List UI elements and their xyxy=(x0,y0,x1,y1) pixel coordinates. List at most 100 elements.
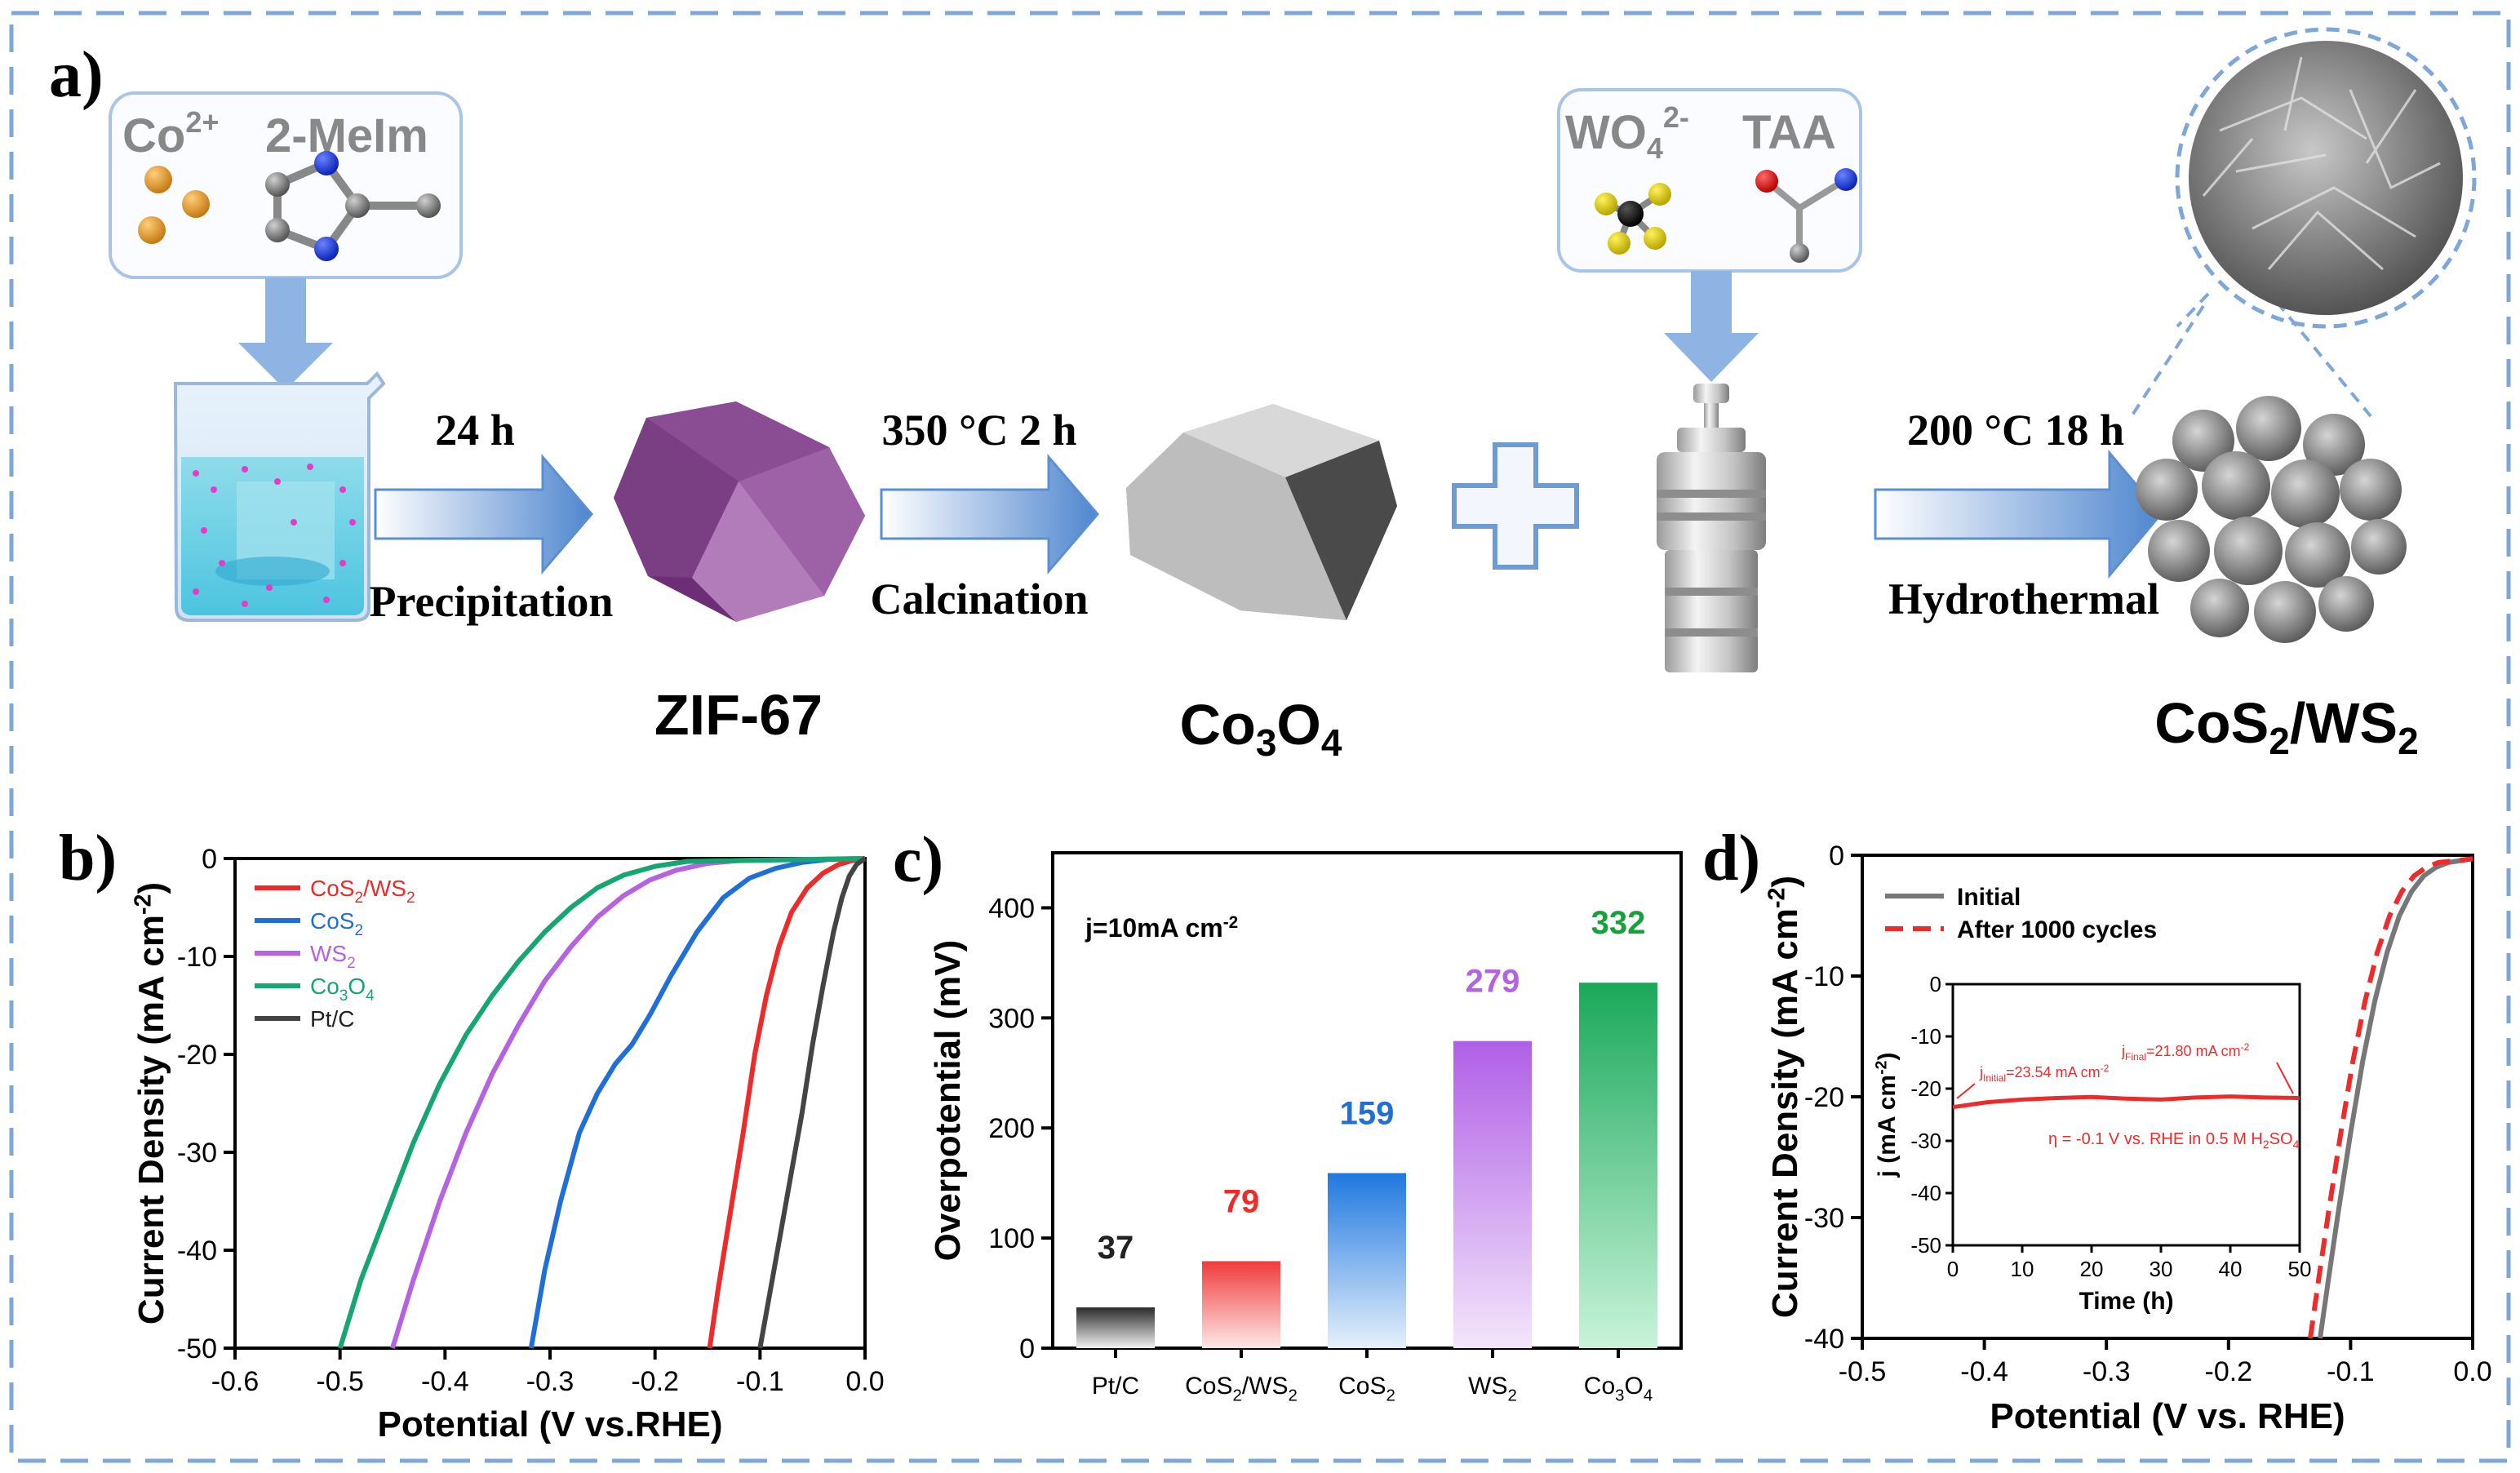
step3-time: 200 °C 18 h xyxy=(1907,406,2124,455)
panel-d-label: d) xyxy=(1702,823,1760,894)
tungstate-molecule-icon xyxy=(1595,183,1671,255)
x-tick-label: -0.5 xyxy=(1839,1356,1887,1387)
inset-chart: 0 10 20 30 40 50 0 -10 -20 -30 -40 -50 Time (h) j (mA… xyxy=(1873,972,2312,1315)
plus-icon xyxy=(1452,442,1579,570)
series-line xyxy=(707,856,866,1349)
y-tick-label: -10 xyxy=(177,942,217,973)
x-tick-label: CoS2 xyxy=(1338,1373,1395,1404)
process-arrow-calcination xyxy=(880,453,1099,575)
x-tick-label: -0.3 xyxy=(526,1366,575,1397)
inset-x-tick-label: 20 xyxy=(2080,1257,2104,1281)
zif67-label: ZIF-67 xyxy=(654,683,823,747)
series-line xyxy=(337,856,866,1349)
panel-d: d) -0.5 -0.4 -0.3 -0.2 -0.1 0.0 0 -10 -20 -30 -40 P… xyxy=(1702,823,2492,1436)
series-line xyxy=(528,856,866,1349)
cos2-ws2-zoom-sphere xyxy=(2130,27,2477,418)
inset-y-tick-label: -30 xyxy=(1910,1129,1941,1153)
panel-c: c) 0 100 200 300 400 Overpotential (mV) j=10mA… xyxy=(893,824,1683,1404)
x-tick-label: -0.1 xyxy=(736,1366,784,1397)
process-arrow-precipitation xyxy=(374,453,593,575)
y-tick-label: 0 xyxy=(202,844,217,875)
co3o4-label: Co3O4 xyxy=(1180,693,1342,764)
panel-b: b) -0.6 -0.5 -0.4 -0.3 -0.2 -0.1 0.0 0 -10 -20 -30… xyxy=(59,823,885,1444)
step2-time: 350 °C 2 h xyxy=(881,406,1076,455)
autoclave-icon xyxy=(1657,384,1766,672)
x-tick-label: -0.3 xyxy=(2083,1356,2131,1387)
y-tick-label: -10 xyxy=(1804,961,1844,992)
precursor-box-co-2meim: Co2+ 2-MeIm xyxy=(109,91,463,279)
inset-x-tick-label: 10 xyxy=(2011,1257,2034,1281)
legend-label: After 1000 cycles xyxy=(1957,916,2157,943)
taa-label: TAA xyxy=(1742,106,1836,159)
bar xyxy=(1076,1307,1155,1348)
inset-x-tick-label: 50 xyxy=(2288,1257,2312,1281)
inset-x-axis-title: Time (h) xyxy=(2079,1288,2173,1315)
y-tick-label: -40 xyxy=(1804,1324,1844,1355)
tungstate-ion-label: WO42- xyxy=(1565,100,1689,165)
legend-label: Co3O4 xyxy=(310,974,375,1005)
chart-c-overpotential: 0 100 200 300 400 Overpotential (mV) j=10mA cm… xyxy=(928,851,1683,1404)
chart-d-stability: -0.5 -0.4 -0.3 -0.2 -0.1 0.0 0 -10 -20 -30 -40 Pote… xyxy=(1764,841,2492,1436)
y-tick-label: 0 xyxy=(1829,841,1844,872)
x-axis-title: Potential (V vs. RHE) xyxy=(1990,1396,2345,1436)
inset-x-tick-label: 40 xyxy=(2219,1257,2243,1281)
x-tick-label: Co3O4 xyxy=(1584,1373,1653,1404)
bar xyxy=(1579,983,1657,1348)
y-axis-title: Overpotential (mV) xyxy=(928,940,968,1262)
cos2-ws2-cluster-icon xyxy=(2136,396,2407,643)
figure-frame xyxy=(9,11,2511,1463)
inset-initial-annotation: jInitial=23.54 mA cm-2 xyxy=(1979,1063,2110,1084)
bar-value-label: 159 xyxy=(1340,1096,1395,1132)
x-tick-label: -0.4 xyxy=(421,1366,469,1397)
cobalt-ion-ball xyxy=(138,216,166,244)
inset-series-line xyxy=(1952,1094,2300,1110)
x-tick-label: -0.2 xyxy=(631,1366,679,1397)
bar xyxy=(1328,1173,1406,1348)
y-tick-label: -20 xyxy=(177,1040,217,1071)
cobalt-ion-ball xyxy=(182,190,210,218)
inset-y-tick-label: -20 xyxy=(1910,1076,1941,1101)
down-arrow-icon xyxy=(238,277,333,390)
x-tick-label: -0.5 xyxy=(316,1366,364,1397)
legend-label: WS2 xyxy=(310,941,356,972)
inset-y-tick-label: 0 xyxy=(1930,972,1941,996)
inset-x-tick-label: 0 xyxy=(1947,1257,1959,1281)
2-meim-label: 2-MeIm xyxy=(265,109,428,162)
series-line xyxy=(757,856,867,1349)
y-tick-label: -50 xyxy=(177,1333,217,1364)
series-line xyxy=(390,856,866,1349)
y-tick-label: 400 xyxy=(988,893,1035,924)
bar-value-label: 332 xyxy=(1591,905,1646,941)
panel-c-label: c) xyxy=(893,824,943,896)
step3-process: Hydrothermal xyxy=(1888,575,2159,623)
bar-value-label: 79 xyxy=(1223,1183,1260,1219)
y-tick-label: 300 xyxy=(988,1003,1035,1034)
legend-label: CoS2/WS2 xyxy=(310,876,415,907)
cobalt-ion-ball xyxy=(144,166,172,193)
annotation-pointer xyxy=(2276,1062,2294,1094)
co3o4-crystal-icon xyxy=(1126,404,1397,620)
inset-frame xyxy=(1951,983,2301,1247)
inset-y-tick-label: -40 xyxy=(1910,1181,1941,1205)
x-tick-label: 0.0 xyxy=(2453,1356,2491,1387)
legend-label: CoS2 xyxy=(310,908,363,939)
imidazole-molecule-icon xyxy=(265,151,441,261)
y-tick-label: 200 xyxy=(988,1113,1035,1144)
x-tick-label: -0.4 xyxy=(1960,1356,2008,1387)
y-axis-title: Current Density (mA cm-2) xyxy=(1764,876,1805,1318)
down-arrow-icon xyxy=(1664,271,1759,382)
y-tick-label: -30 xyxy=(177,1138,217,1169)
panel-a: a) Co2+ 2-MeIm xyxy=(49,27,2477,764)
y-tick-label: 0 xyxy=(1019,1333,1035,1364)
zif67-crystal-icon xyxy=(614,402,865,622)
series-line xyxy=(2308,856,2473,1339)
x-tick-label: -0.2 xyxy=(2205,1356,2253,1387)
inset-y-axis-title: j (mA cm-2) xyxy=(1873,1053,1901,1178)
series-line xyxy=(2318,856,2473,1339)
x-tick-label: 0.0 xyxy=(845,1366,884,1397)
step2-process: Calcination xyxy=(870,575,1088,623)
x-tick-label: CoS2/WS2 xyxy=(1185,1373,1298,1404)
inset-final-annotation: jFinal=21.80 mA cm-2 xyxy=(2121,1041,2250,1063)
inset-y-tick-label: -50 xyxy=(1910,1233,1941,1258)
